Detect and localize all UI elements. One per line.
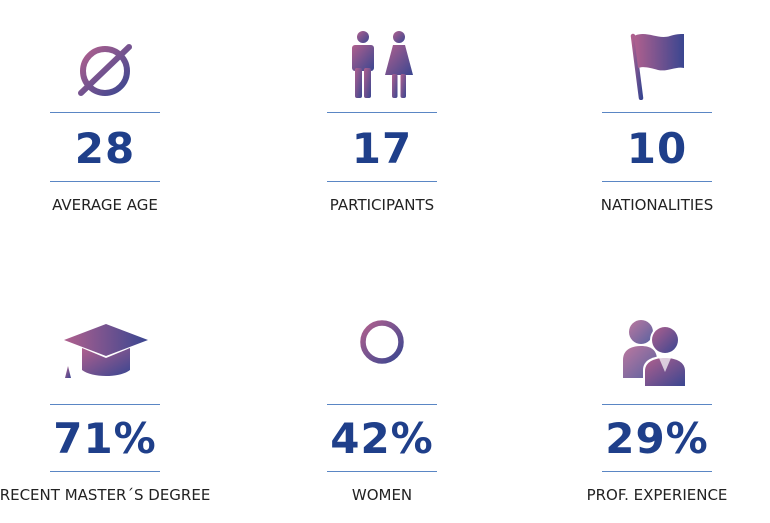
female-symbol-icon: [352, 318, 412, 388]
stat-label: PROF. EXPERIENCE: [586, 486, 728, 504]
stat-label: WOMEN: [351, 486, 413, 504]
stat-label: AVERAGE AGE: [52, 196, 158, 214]
divider-top: [327, 112, 437, 113]
stat-value: 42%: [330, 414, 434, 463]
stat-label: PARTICIPANTS: [329, 196, 435, 214]
divider-top: [602, 112, 712, 113]
graduation-cap-icon: [60, 320, 150, 382]
stat-value: 17: [351, 124, 413, 173]
man-woman-icon: [349, 30, 415, 100]
stat-value: 28: [74, 124, 136, 173]
divider-top: [602, 404, 712, 405]
divider-bottom: [50, 181, 160, 182]
user-group-icon: [621, 318, 693, 388]
stat-value: 71%: [53, 414, 157, 463]
divider-bottom: [50, 471, 160, 472]
stat-label: NATIONALITIES: [600, 196, 714, 214]
stat-value: 10: [626, 124, 688, 173]
divider-bottom: [602, 181, 712, 182]
empty-set-icon: [67, 40, 143, 100]
stat-value: 29%: [605, 414, 709, 463]
divider-bottom: [327, 471, 437, 472]
divider-bottom: [602, 471, 712, 472]
flag-icon: [624, 30, 690, 100]
divider-top: [327, 404, 437, 405]
divider-top: [50, 404, 160, 405]
divider-top: [50, 112, 160, 113]
divider-bottom: [327, 181, 437, 182]
stat-label: RECENT MASTER´S DEGREE: [0, 486, 211, 504]
